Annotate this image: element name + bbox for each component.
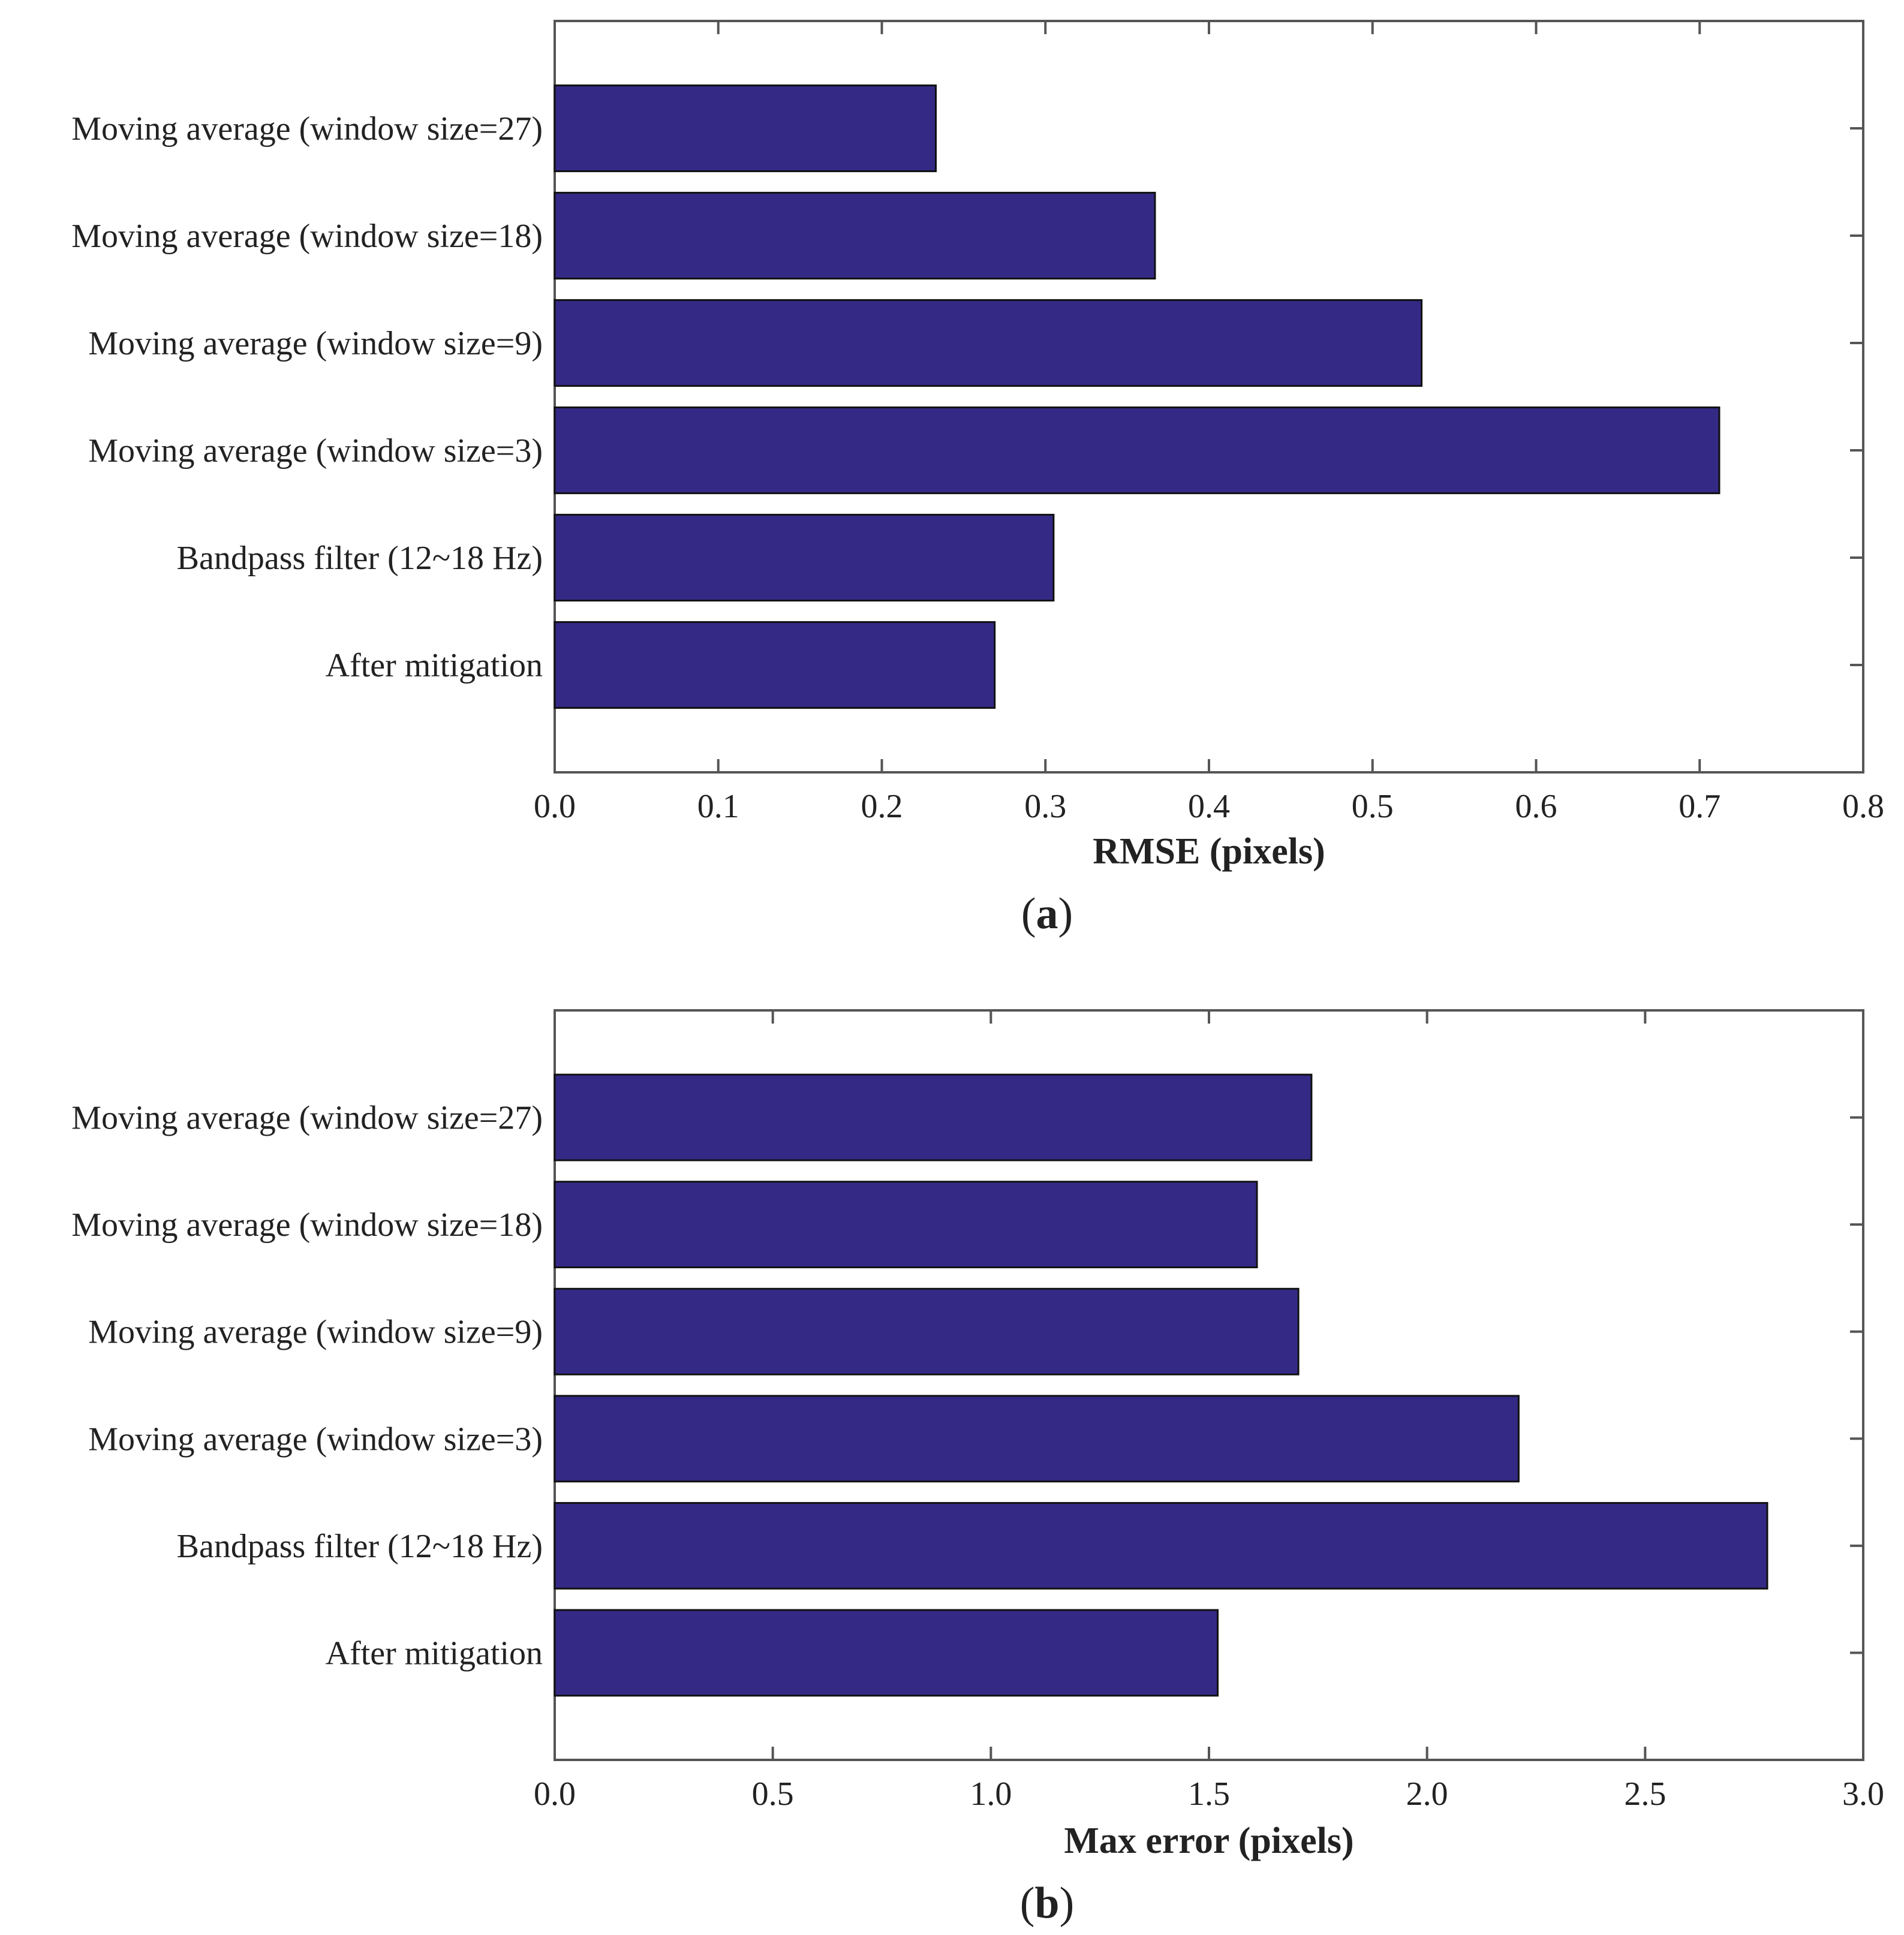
x-tick-label-a-2: 0.2 [861, 788, 903, 825]
category-label-b-4: Bandpass filter (12~18 Hz) [177, 1528, 543, 1565]
x-tick-label-a-5: 0.5 [1352, 788, 1394, 825]
x-tick-label-b-3: 1.5 [1188, 1775, 1230, 1813]
chart-panel-b: 0.0 0.5 1.0 1.5 2.0 2.5 3.0 Moving average (win… [71, 1009, 1884, 1928]
x-tick-label-a-8: 0.8 [1842, 788, 1884, 825]
x-tick-label-a-7: 0.7 [1679, 788, 1720, 825]
bar-b-4 [554, 1501, 1768, 1590]
bar-a-1 [554, 191, 1156, 280]
panel-caption-open-b: ( [1020, 1879, 1035, 1928]
bar-b-2 [554, 1287, 1300, 1376]
panel-caption-open-a: ( [1021, 889, 1036, 938]
category-label-a-2: Moving average (window size=9) [88, 325, 543, 362]
panel-caption-letter-a: a [1036, 889, 1058, 938]
x-tick-label-a-3: 0.3 [1024, 788, 1066, 825]
category-label-a-3: Moving average (window size=3) [88, 432, 543, 470]
category-label-a-0: Moving average (window size=27) [71, 110, 543, 148]
category-label-b-2: Moving average (window size=9) [88, 1314, 543, 1351]
panel-caption-close-a: ) [1058, 889, 1073, 938]
x-tick-label-b-1: 0.5 [752, 1775, 794, 1813]
category-label-b-3: Moving average (window size=3) [88, 1421, 543, 1458]
x-tick-label-b-5: 2.5 [1624, 1775, 1666, 1813]
panel-caption-b: (b) [1020, 1879, 1074, 1928]
category-label-a-4: Bandpass filter (12~18 Hz) [177, 540, 543, 577]
bar-a-2 [554, 299, 1423, 387]
category-label-a-1: Moving average (window size=18) [71, 218, 543, 255]
x-axis-title-b: Max error (pixels) [1064, 1820, 1353, 1861]
category-label-a-5: After mitigation [326, 647, 543, 684]
bar-a-4 [554, 513, 1055, 602]
x-axis-title-a: RMSE (pixels) [1093, 831, 1325, 872]
panel-caption-a: (a) [1021, 889, 1073, 938]
bar-a-0 [554, 84, 937, 173]
bar-b-3 [554, 1395, 1520, 1483]
x-tick-label-b-6: 3.0 [1842, 1775, 1884, 1813]
panel-caption-letter-b: b [1034, 1879, 1059, 1928]
bar-b-0 [554, 1073, 1313, 1161]
x-tick-label-b-0: 0.0 [534, 1775, 576, 1813]
x-tick-label-a-6: 0.6 [1515, 788, 1557, 825]
chart-panel-a: 0.0 0.1 0.2 0.3 0.4 0.5 0.6 0.7 0.8 Moving averag… [71, 20, 1884, 938]
bar-b-5 [554, 1609, 1219, 1697]
panel-caption-close-b: ) [1060, 1879, 1075, 1928]
x-tick-label-a-0: 0.0 [534, 788, 576, 825]
bar-b-1 [554, 1181, 1258, 1269]
x-tick-label-b-2: 1.0 [970, 1775, 1012, 1813]
category-label-b-5: After mitigation [326, 1635, 543, 1672]
x-tick-label-a-1: 0.1 [697, 788, 739, 825]
category-label-b-0: Moving average (window size=27) [71, 1100, 543, 1137]
bar-a-3 [554, 406, 1720, 495]
x-tick-label-b-4: 2.0 [1406, 1775, 1448, 1813]
bar-a-5 [554, 621, 996, 709]
category-label-b-1: Moving average (window size=18) [71, 1206, 543, 1244]
x-tick-label-a-4: 0.4 [1188, 788, 1230, 825]
